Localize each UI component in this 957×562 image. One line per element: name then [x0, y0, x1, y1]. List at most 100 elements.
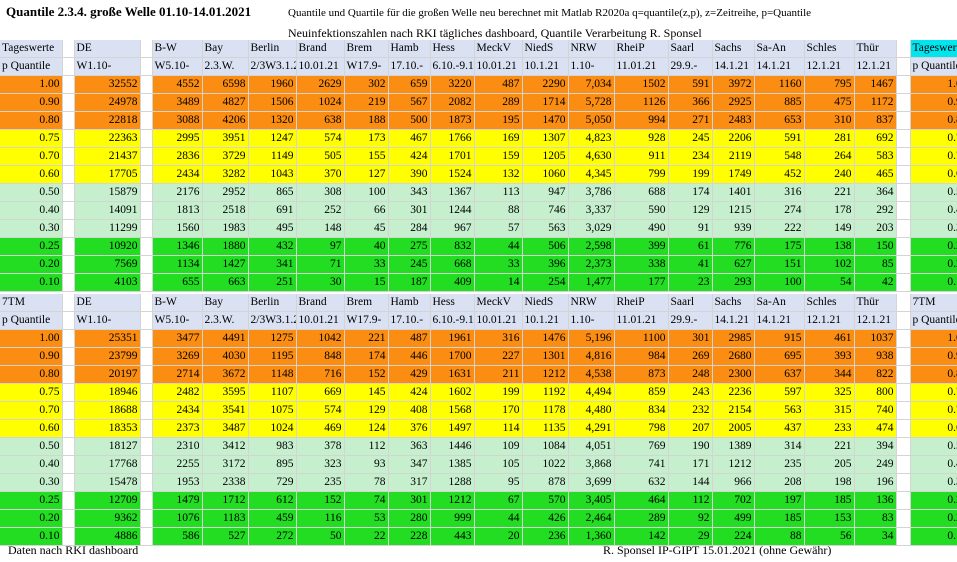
- value-cell[interactable]: 984: [614, 347, 669, 366]
- value-cell[interactable]: 4,538: [568, 365, 615, 384]
- column-header-sachs[interactable]: Sachs: [712, 294, 755, 312]
- value-cell[interactable]: 280: [388, 509, 431, 528]
- value-cell[interactable]: 659: [388, 75, 431, 94]
- value-cell[interactable]: 4552: [152, 75, 203, 94]
- value-cell[interactable]: 799: [614, 165, 669, 184]
- value-cell[interactable]: 5,728: [568, 93, 615, 112]
- value-cell[interactable]: 2338: [202, 473, 249, 492]
- value-cell[interactable]: 1178: [522, 401, 569, 420]
- value-cell[interactable]: 1107: [248, 383, 297, 402]
- value-cell[interactable]: 293: [712, 273, 755, 292]
- value-cell[interactable]: 1212: [430, 491, 475, 510]
- value-cell[interactable]: 138: [804, 237, 855, 256]
- value-cell[interactable]: 2518: [202, 201, 249, 220]
- value-cell[interactable]: 1195: [248, 347, 297, 366]
- value-cell[interactable]: 7569: [74, 255, 141, 274]
- value-cell[interactable]: 18688: [74, 401, 141, 420]
- value-cell[interactable]: 1075: [248, 401, 297, 420]
- value-cell[interactable]: 947: [522, 183, 569, 202]
- column-header-berlin[interactable]: Berlin: [248, 40, 297, 58]
- value-cell[interactable]: 32552: [74, 75, 141, 94]
- value-cell[interactable]: 1244: [430, 201, 475, 220]
- value-cell[interactable]: 14091: [74, 201, 141, 220]
- column-header-thür[interactable]: Thür: [854, 40, 897, 58]
- value-cell[interactable]: 301: [388, 201, 431, 220]
- value-cell[interactable]: 45: [344, 219, 389, 238]
- column-header-brem[interactable]: Brem: [344, 294, 389, 312]
- value-cell[interactable]: 289: [614, 509, 669, 528]
- value-cell[interactable]: 232: [668, 401, 713, 420]
- value-cell[interactable]: 1043: [248, 165, 297, 184]
- value-cell[interactable]: 66: [344, 201, 389, 220]
- quantile-cell[interactable]: 0.60: [910, 419, 957, 438]
- value-cell[interactable]: 366: [668, 93, 713, 112]
- value-cell[interactable]: 1192: [522, 383, 569, 402]
- date-cell[interactable]: 29.9.-: [668, 311, 713, 330]
- quantile-cell[interactable]: 0.10: [910, 527, 957, 546]
- value-cell[interactable]: 3412: [202, 437, 249, 456]
- value-cell[interactable]: 88: [474, 201, 523, 220]
- value-cell[interactable]: 1148: [248, 365, 297, 384]
- column-header-sachs[interactable]: Sachs: [712, 40, 755, 58]
- date-cell[interactable]: 14.1.21: [754, 311, 805, 330]
- value-cell[interactable]: 142: [614, 527, 669, 546]
- value-cell[interactable]: 2434: [152, 401, 203, 420]
- value-cell[interactable]: 302: [344, 75, 389, 94]
- p-quantile-header[interactable]: p Quantile: [0, 311, 63, 330]
- value-cell[interactable]: 394: [854, 437, 897, 456]
- value-cell[interactable]: 4030: [202, 347, 249, 366]
- value-cell[interactable]: 4491: [202, 329, 249, 348]
- value-cell[interactable]: 499: [712, 509, 755, 528]
- quantile-cell[interactable]: 0.75: [910, 129, 957, 148]
- value-cell[interactable]: 5,050: [568, 111, 615, 130]
- column-header-brem[interactable]: Brem: [344, 40, 389, 58]
- value-cell[interactable]: 474: [854, 419, 897, 438]
- column-header-nrw[interactable]: NRW: [568, 40, 615, 58]
- value-cell[interactable]: 235: [296, 473, 345, 492]
- value-cell[interactable]: 248: [668, 365, 713, 384]
- quantile-cell[interactable]: 0.25: [910, 491, 957, 510]
- value-cell[interactable]: 149: [804, 219, 855, 238]
- date-cell[interactable]: W5.10-: [152, 57, 203, 76]
- value-cell[interactable]: 716: [296, 365, 345, 384]
- quantile-cell[interactable]: 0.80: [0, 111, 63, 130]
- quantile-cell[interactable]: 0.25: [910, 237, 957, 256]
- column-header-brand[interactable]: Brand: [296, 40, 345, 58]
- value-cell[interactable]: 187: [388, 273, 431, 292]
- value-cell[interactable]: 1700: [430, 347, 475, 366]
- value-cell[interactable]: 467: [388, 129, 431, 148]
- value-cell[interactable]: 390: [388, 165, 431, 184]
- value-cell[interactable]: 688: [614, 183, 669, 202]
- value-cell[interactable]: 175: [754, 237, 805, 256]
- value-cell[interactable]: 199: [668, 165, 713, 184]
- value-cell[interactable]: 464: [614, 491, 669, 510]
- value-cell[interactable]: 2925: [712, 93, 755, 112]
- value-cell[interactable]: 100: [344, 183, 389, 202]
- value-cell[interactable]: 145: [344, 383, 389, 402]
- value-cell[interactable]: 1037: [854, 329, 897, 348]
- date-cell[interactable]: 1.10-: [568, 311, 615, 330]
- date-cell[interactable]: 10.01.21: [296, 57, 345, 76]
- value-cell[interactable]: 272: [248, 527, 297, 546]
- value-cell[interactable]: 1446: [430, 437, 475, 456]
- quantile-cell[interactable]: 0.75: [0, 129, 63, 148]
- value-cell[interactable]: 378: [296, 437, 345, 456]
- value-cell[interactable]: 136: [854, 491, 897, 510]
- value-cell[interactable]: 197: [754, 491, 805, 510]
- value-cell[interactable]: 399: [614, 237, 669, 256]
- column-header-hess[interactable]: Hess: [430, 40, 475, 58]
- value-cell[interactable]: 1602: [430, 383, 475, 402]
- value-cell[interactable]: 269: [668, 347, 713, 366]
- value-cell[interactable]: 3672: [202, 365, 249, 384]
- quantile-cell[interactable]: 0.30: [0, 219, 63, 238]
- value-cell[interactable]: 42: [854, 273, 897, 292]
- value-cell[interactable]: 151: [754, 255, 805, 274]
- value-cell[interactable]: 211: [474, 365, 523, 384]
- value-cell[interactable]: 252: [296, 201, 345, 220]
- column-header-meckv[interactable]: MeckV: [474, 294, 523, 312]
- column-header-bay[interactable]: Bay: [202, 40, 249, 58]
- value-cell[interactable]: 83: [854, 509, 897, 528]
- column-header-thür[interactable]: Thür: [854, 294, 897, 312]
- date-cell[interactable]: 14.1.21: [712, 311, 755, 330]
- value-cell[interactable]: 155: [344, 147, 389, 166]
